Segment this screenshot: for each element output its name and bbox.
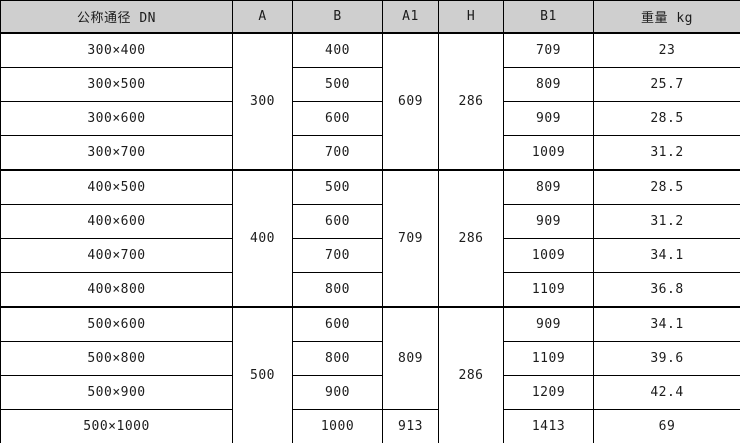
cell-b1: 809 bbox=[503, 67, 594, 102]
header-a1: A1 bbox=[382, 0, 439, 34]
cell-b: 600 bbox=[292, 204, 383, 239]
cell-b1: 1109 bbox=[503, 341, 594, 376]
header-b1: B1 bbox=[503, 0, 594, 34]
table-row: 300×400 300 400 609 286 709 23 bbox=[0, 32, 740, 171]
table-row: 400×500 400 500 709 286 809 28.5 bbox=[0, 169, 740, 308]
cell-dn: 400×700 bbox=[0, 238, 233, 273]
cell-dn: 500×600 bbox=[0, 306, 233, 342]
cell-weight: 31.2 bbox=[593, 204, 740, 239]
header-a: A bbox=[232, 0, 293, 34]
cell-b: 800 bbox=[292, 341, 383, 376]
cell-b: 900 bbox=[292, 375, 383, 410]
header-row: 公称通径 DN A B A1 H B1 重量 kg bbox=[0, 0, 740, 34]
cell-a-merged: 400 bbox=[232, 169, 293, 308]
cell-weight: 69 bbox=[593, 409, 740, 443]
cell-b1: 809 bbox=[503, 169, 594, 205]
table-row: 500×600 500 600 809 286 909 34.1 bbox=[0, 306, 740, 443]
cell-b: 1000 bbox=[292, 409, 383, 443]
cell-a-merged: 500 bbox=[232, 306, 293, 443]
table-row: 500×900 900 1209 42.4 bbox=[0, 375, 740, 410]
cell-weight: 28.5 bbox=[593, 169, 740, 205]
cell-a1-merged: 709 bbox=[382, 169, 439, 308]
cell-a-merged: 300 bbox=[232, 32, 293, 171]
table-body: 300×400 300 400 609 286 709 23 300×500 5… bbox=[0, 32, 740, 443]
cell-h-merged: 286 bbox=[438, 306, 504, 443]
table-row: 300×700 700 1009 31.2 bbox=[0, 135, 740, 171]
cell-weight: 34.1 bbox=[593, 306, 740, 342]
cell-dn: 300×600 bbox=[0, 101, 233, 136]
cell-weight: 42.4 bbox=[593, 375, 740, 410]
cell-b1: 909 bbox=[503, 101, 594, 136]
cell-weight: 28.5 bbox=[593, 101, 740, 136]
cell-dn: 300×400 bbox=[0, 32, 233, 68]
cell-b: 400 bbox=[292, 32, 383, 68]
cell-dn: 300×500 bbox=[0, 67, 233, 102]
table-row: 400×700 700 1009 34.1 bbox=[0, 238, 740, 273]
cell-a1-merged: 609 bbox=[382, 32, 439, 171]
header-weight: 重量 kg bbox=[593, 0, 740, 34]
cell-b: 600 bbox=[292, 306, 383, 342]
header-dn: 公称通径 DN bbox=[0, 0, 233, 34]
cell-b: 500 bbox=[292, 67, 383, 102]
table-row: 300×500 500 809 25.7 bbox=[0, 67, 740, 102]
cell-b1: 1413 bbox=[503, 409, 594, 443]
cell-weight: 23 bbox=[593, 32, 740, 68]
cell-dn: 400×500 bbox=[0, 169, 233, 205]
cell-h-merged: 286 bbox=[438, 169, 504, 308]
cell-b1: 909 bbox=[503, 306, 594, 342]
cell-dn: 500×800 bbox=[0, 341, 233, 376]
cell-b1: 909 bbox=[503, 204, 594, 239]
cell-a1-merged: 809 bbox=[382, 306, 439, 410]
cell-b1: 1009 bbox=[503, 238, 594, 273]
table-row: 500×1000 1000 913 1413 69 bbox=[0, 409, 740, 443]
cell-h-merged: 286 bbox=[438, 32, 504, 171]
cell-b1: 1109 bbox=[503, 272, 594, 308]
table-row: 500×800 800 1109 39.6 bbox=[0, 341, 740, 376]
cell-b: 800 bbox=[292, 272, 383, 308]
cell-dn: 500×1000 bbox=[0, 409, 233, 443]
table-header: 公称通径 DN A B A1 H B1 重量 kg bbox=[0, 0, 740, 34]
header-b: B bbox=[292, 0, 383, 34]
cell-dn: 400×600 bbox=[0, 204, 233, 239]
cell-weight: 25.7 bbox=[593, 67, 740, 102]
cell-b1: 709 bbox=[503, 32, 594, 68]
cell-b1: 1009 bbox=[503, 135, 594, 171]
cell-b: 700 bbox=[292, 135, 383, 171]
cell-weight: 31.2 bbox=[593, 135, 740, 171]
cell-b1: 1209 bbox=[503, 375, 594, 410]
table-row: 300×600 600 909 28.5 bbox=[0, 101, 740, 136]
table-row: 400×800 800 1109 36.8 bbox=[0, 272, 740, 308]
cell-dn: 500×900 bbox=[0, 375, 233, 410]
header-h: H bbox=[438, 0, 504, 34]
cell-weight: 34.1 bbox=[593, 238, 740, 273]
cell-dn: 400×800 bbox=[0, 272, 233, 308]
cell-weight: 36.8 bbox=[593, 272, 740, 308]
table-row: 400×600 600 909 31.2 bbox=[0, 204, 740, 239]
cell-b: 600 bbox=[292, 101, 383, 136]
cell-b: 500 bbox=[292, 169, 383, 205]
cell-a1: 913 bbox=[382, 409, 439, 443]
cell-b: 700 bbox=[292, 238, 383, 273]
cell-dn: 300×700 bbox=[0, 135, 233, 171]
cell-weight: 39.6 bbox=[593, 341, 740, 376]
